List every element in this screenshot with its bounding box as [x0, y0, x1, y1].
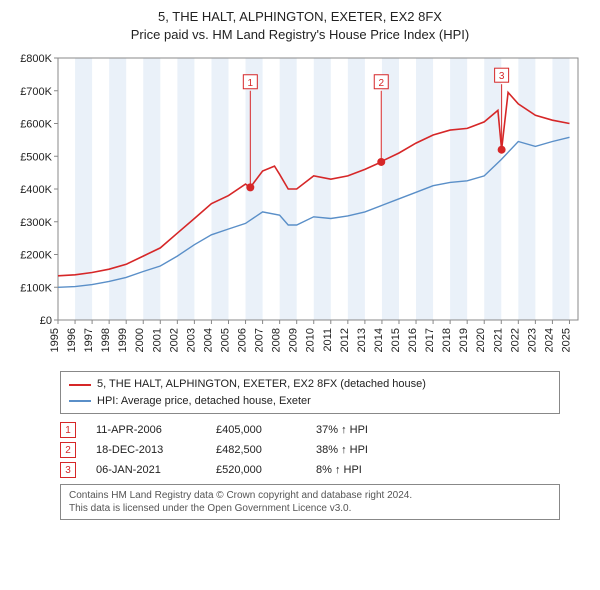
event-delta: 37% ↑ HPI — [316, 424, 406, 436]
svg-text:2016: 2016 — [407, 328, 419, 352]
svg-text:2021: 2021 — [492, 328, 504, 352]
event-date: 06-JAN-2021 — [96, 464, 196, 476]
event-row: 2 18-DEC-2013 £482,500 38% ↑ HPI — [60, 442, 560, 458]
legend-row-red: 5, THE HALT, ALPHINGTON, EXETER, EX2 8FX… — [69, 376, 551, 393]
chart-container: 5, THE HALT, ALPHINGTON, EXETER, EX2 8FX… — [0, 0, 600, 590]
svg-text:2011: 2011 — [322, 328, 334, 352]
event-date: 18-DEC-2013 — [96, 444, 196, 456]
svg-text:2006: 2006 — [237, 328, 249, 352]
svg-text:2005: 2005 — [219, 328, 231, 352]
event-marker-num: 2 — [60, 442, 76, 458]
svg-text:2012: 2012 — [339, 328, 351, 352]
svg-text:2004: 2004 — [202, 328, 214, 352]
event-row: 1 11-APR-2006 £405,000 37% ↑ HPI — [60, 422, 560, 438]
svg-text:2017: 2017 — [424, 328, 436, 352]
svg-text:2015: 2015 — [390, 328, 402, 352]
event-delta: 38% ↑ HPI — [316, 444, 406, 456]
svg-text:2025: 2025 — [560, 328, 572, 352]
svg-text:2000: 2000 — [134, 328, 146, 352]
svg-text:£600K: £600K — [20, 119, 52, 131]
svg-text:2: 2 — [378, 78, 384, 89]
event-delta: 8% ↑ HPI — [316, 464, 406, 476]
chart-title-1: 5, THE HALT, ALPHINGTON, EXETER, EX2 8FX — [10, 8, 590, 26]
svg-text:£400K: £400K — [20, 184, 52, 196]
legend-swatch-red — [69, 384, 91, 386]
svg-text:2024: 2024 — [543, 328, 555, 352]
attribution-line-1: Contains HM Land Registry data © Crown c… — [69, 489, 551, 502]
svg-text:2008: 2008 — [271, 328, 283, 352]
svg-text:2019: 2019 — [458, 328, 470, 352]
svg-text:1: 1 — [248, 78, 254, 89]
svg-text:1998: 1998 — [100, 328, 112, 352]
svg-text:2009: 2009 — [288, 328, 300, 352]
event-marker-num: 3 — [60, 462, 76, 478]
legend: 5, THE HALT, ALPHINGTON, EXETER, EX2 8FX… — [60, 371, 560, 414]
svg-text:2023: 2023 — [526, 328, 538, 352]
svg-text:1995: 1995 — [49, 328, 61, 352]
svg-text:£100K: £100K — [20, 283, 52, 295]
event-price: £520,000 — [216, 464, 296, 476]
chart-title-2: Price paid vs. HM Land Registry's House … — [10, 26, 590, 44]
legend-label-red: 5, THE HALT, ALPHINGTON, EXETER, EX2 8FX… — [97, 376, 426, 393]
svg-text:2013: 2013 — [356, 328, 368, 352]
svg-text:2007: 2007 — [254, 328, 266, 352]
svg-text:2014: 2014 — [373, 328, 385, 352]
svg-text:3: 3 — [499, 72, 505, 83]
svg-text:2002: 2002 — [168, 328, 180, 352]
svg-text:1999: 1999 — [117, 328, 129, 352]
svg-text:2020: 2020 — [475, 328, 487, 352]
chart-plot: £0 £100K £200K £300K £400K £500K £600K £700K £80… — [10, 50, 590, 365]
svg-text:£800K: £800K — [20, 53, 52, 65]
event-date: 11-APR-2006 — [96, 424, 196, 436]
svg-text:2018: 2018 — [441, 328, 453, 352]
svg-text:2010: 2010 — [305, 328, 317, 352]
line-chart-svg: £0 £100K £200K £300K £400K £500K £600K £700K £80… — [10, 50, 590, 360]
event-row: 3 06-JAN-2021 £520,000 8% ↑ HPI — [60, 462, 560, 478]
attribution: Contains HM Land Registry data © Crown c… — [60, 484, 560, 520]
svg-text:2022: 2022 — [509, 328, 521, 352]
svg-text:£500K: £500K — [20, 152, 52, 164]
svg-text:£700K: £700K — [20, 86, 52, 98]
svg-text:1997: 1997 — [83, 328, 95, 352]
svg-text:2001: 2001 — [151, 328, 163, 352]
legend-swatch-blue — [69, 400, 91, 402]
event-price: £405,000 — [216, 424, 296, 436]
svg-text:£300K: £300K — [20, 217, 52, 229]
legend-row-blue: HPI: Average price, detached house, Exet… — [69, 393, 551, 410]
event-price: £482,500 — [216, 444, 296, 456]
svg-text:£200K: £200K — [20, 250, 52, 262]
events-table: 1 11-APR-2006 £405,000 37% ↑ HPI 2 18-DEC-201… — [60, 422, 560, 478]
svg-text:1996: 1996 — [66, 328, 78, 352]
attribution-line-2: This data is licensed under the Open Gov… — [69, 502, 551, 515]
legend-label-blue: HPI: Average price, detached house, Exet… — [97, 393, 311, 410]
svg-text:£0: £0 — [40, 315, 52, 327]
svg-text:2003: 2003 — [185, 328, 197, 352]
event-marker-num: 1 — [60, 422, 76, 438]
